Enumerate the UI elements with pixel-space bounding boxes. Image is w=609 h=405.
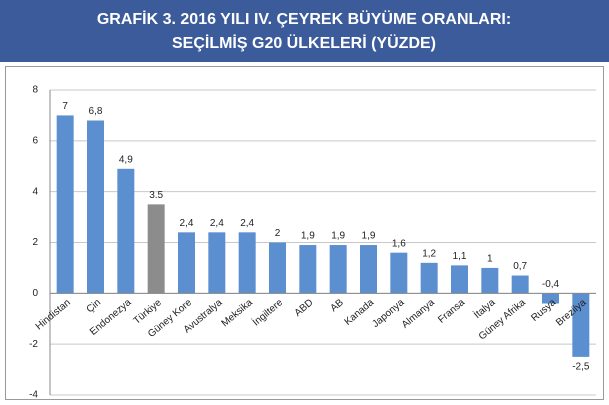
chart-title: SEÇİLMİŞ G20 ÜLKELERİ (YÜZDE) [172,33,436,52]
bar [420,262,438,294]
value-label: 2 [275,228,281,239]
value-label: 6,8 [89,106,103,117]
value-label: -0,4 [542,279,560,290]
bar [299,245,317,294]
value-label: 1,6 [392,238,406,249]
value-label: 1,9 [362,231,376,242]
y-tick-label: 8 [32,85,38,96]
value-label: 1 [487,254,493,265]
x-tick-label: AB [328,297,346,314]
bar [147,204,165,294]
header [0,0,609,62]
x-tick-label: Almanya [400,297,437,331]
bar [542,293,559,304]
y-tick-label: -4 [29,390,38,401]
value-label: 1,1 [453,251,467,262]
value-label: 4,9 [119,154,133,165]
chart-frame [5,66,604,400]
bar [451,265,468,294]
bar [117,168,135,294]
value-label: 1,2 [422,248,436,259]
x-tick-label: Meksika [220,297,256,329]
bar [238,232,256,294]
bar [56,115,74,294]
value-label: 3.5 [149,190,163,201]
bar [178,232,195,294]
value-label: 7 [62,101,68,112]
value-label: 2,4 [180,218,194,229]
bar [360,245,377,294]
x-tick-label: Çin [85,297,104,315]
y-tick-label: 2 [32,237,38,248]
bar [329,245,347,294]
x-tick-label: Fransa [436,297,467,326]
x-tick-label: İtalya [471,295,498,321]
y-tick-label: -2 [29,339,38,350]
y-tick-label: 6 [32,135,38,146]
bar [511,275,529,294]
value-label: 1,9 [301,231,315,242]
value-label: 2,4 [240,218,254,229]
bar [269,242,286,294]
value-label: 0,7 [513,261,527,272]
y-tick-label: 0 [32,288,38,299]
bar [87,120,104,294]
x-tick-label: Hindistan [34,297,73,332]
x-tick-label: ABD [293,297,316,319]
value-label: -2,5 [572,362,590,373]
value-label: 1,9 [331,231,345,242]
chart-title: GRAFİK 3. 2016 YILI IV. ÇEYREK BÜYÜME OR… [97,9,511,28]
y-tick-label: 4 [32,186,38,197]
bar [208,232,226,294]
bar [390,252,408,294]
bar [572,293,590,357]
bar [481,267,499,294]
value-label: 2,4 [210,218,224,229]
x-tick-label: İngiltere [250,295,286,328]
